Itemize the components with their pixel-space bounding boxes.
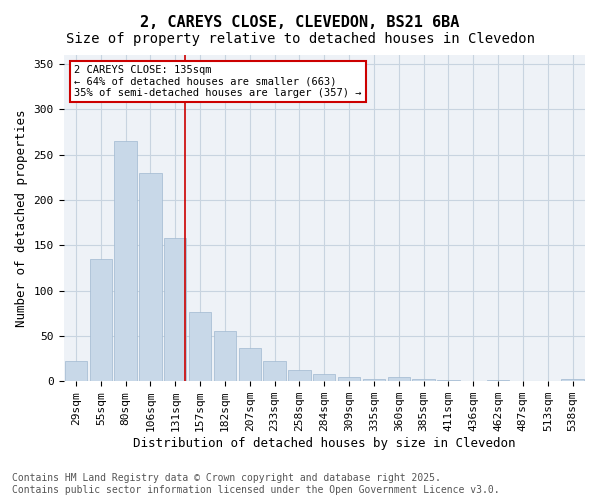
Bar (65, 362, 87, 381)
Bar (412, 378, 435, 381)
Bar (164, 238, 187, 381)
Bar (437, 380, 460, 381)
Text: 2, CAREYS CLOSE, CLEVEDON, BS21 6BA: 2, CAREYS CLOSE, CLEVEDON, BS21 6BA (140, 15, 460, 30)
Bar (363, 378, 385, 381)
Bar (487, 380, 509, 381)
Bar (189, 312, 211, 381)
X-axis label: Distribution of detached houses by size in Clevedon: Distribution of detached houses by size … (133, 437, 515, 450)
Bar (288, 370, 311, 381)
Bar (214, 332, 236, 381)
Bar (562, 380, 584, 381)
Text: 2 CAREYS CLOSE: 135sqm
← 64% of detached houses are smaller (663)
35% of semi-de: 2 CAREYS CLOSE: 135sqm ← 64% of detached… (74, 65, 361, 98)
Bar (338, 376, 360, 381)
Bar (239, 348, 261, 381)
Bar (89, 259, 112, 381)
Bar (313, 374, 335, 381)
Bar (139, 173, 161, 381)
Bar (388, 376, 410, 381)
Text: Contains HM Land Registry data © Crown copyright and database right 2025.
Contai: Contains HM Land Registry data © Crown c… (12, 474, 500, 495)
Bar (115, 141, 137, 381)
Y-axis label: Number of detached properties: Number of detached properties (15, 110, 28, 327)
Bar (263, 362, 286, 381)
Text: Size of property relative to detached houses in Clevedon: Size of property relative to detached ho… (65, 32, 535, 46)
